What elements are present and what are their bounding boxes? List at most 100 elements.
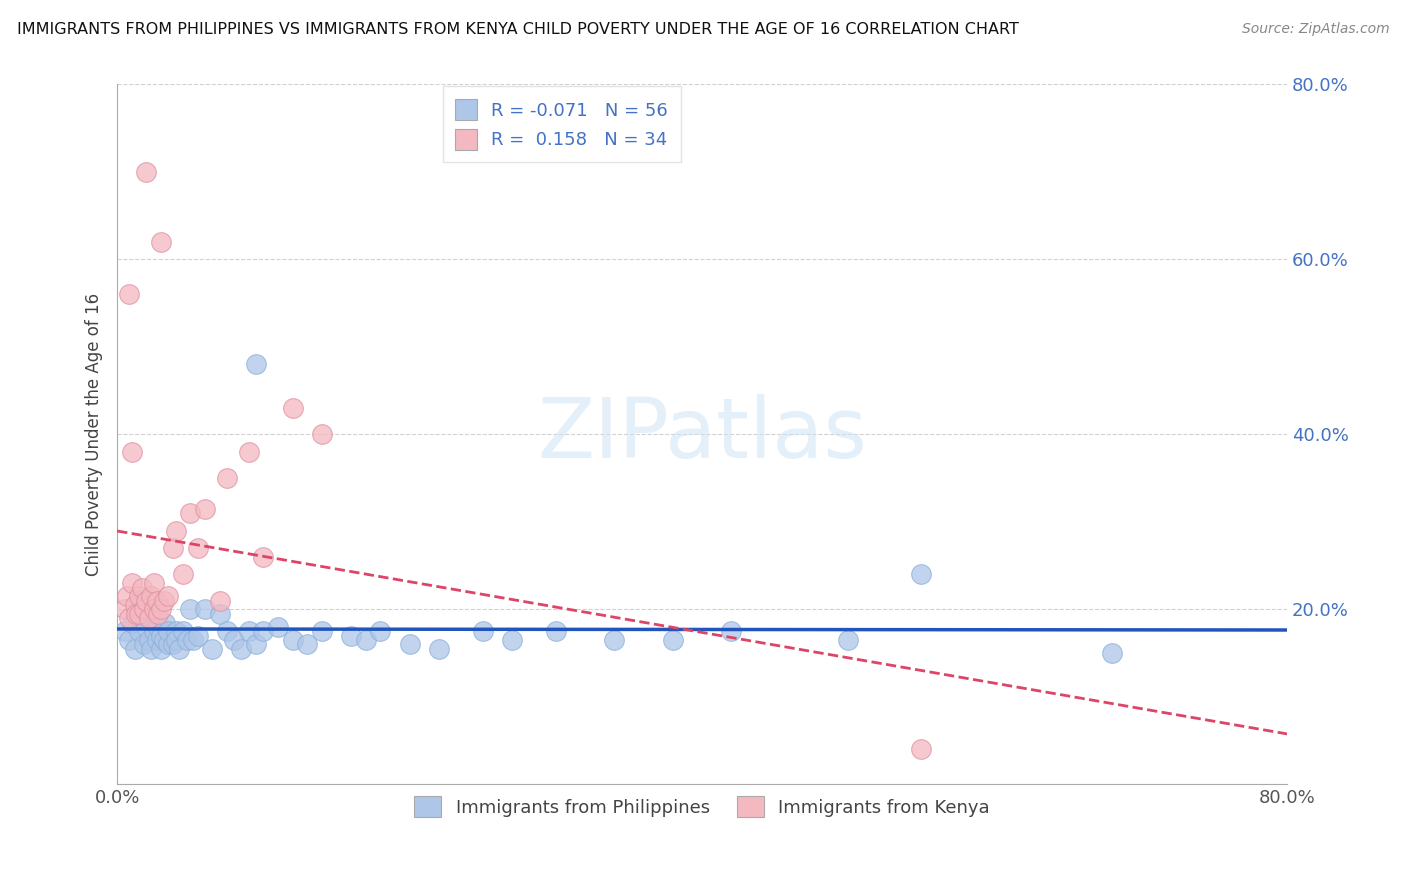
Text: IMMIGRANTS FROM PHILIPPINES VS IMMIGRANTS FROM KENYA CHILD POVERTY UNDER THE AGE: IMMIGRANTS FROM PHILIPPINES VS IMMIGRANT… [17, 22, 1019, 37]
Point [121, 576, 143, 591]
Point [124, 641, 146, 656]
Point [121, 615, 143, 630]
Point [215, 471, 238, 485]
Point [165, 624, 187, 639]
Point [245, 358, 267, 372]
Point [427, 641, 450, 656]
Point [238, 445, 260, 459]
Point [132, 602, 155, 616]
Point [179, 602, 201, 616]
Point [187, 541, 209, 556]
Point [142, 576, 165, 591]
Point [150, 235, 173, 249]
Point [157, 590, 180, 604]
Point [187, 629, 209, 643]
Point [281, 633, 304, 648]
Point [252, 549, 274, 564]
Point [501, 633, 523, 648]
Point [128, 624, 150, 639]
Point [252, 624, 274, 639]
Point [128, 590, 150, 604]
Point [135, 593, 157, 607]
Point [128, 607, 150, 621]
Point [150, 641, 173, 656]
Point [165, 524, 187, 538]
Point [150, 602, 173, 616]
Point [153, 633, 176, 648]
Point [117, 590, 139, 604]
Point [145, 633, 167, 648]
Point [146, 607, 169, 621]
Point [121, 445, 143, 459]
Point [146, 620, 169, 634]
Point [155, 615, 177, 630]
Point [139, 590, 162, 604]
Point [194, 501, 217, 516]
Point [398, 637, 420, 651]
Point [837, 633, 859, 648]
Point [142, 602, 165, 616]
Text: Source: ZipAtlas.com: Source: ZipAtlas.com [1241, 22, 1389, 37]
Point [208, 593, 231, 607]
Point [162, 637, 184, 651]
Point [114, 602, 136, 616]
Point [145, 593, 167, 607]
Point [297, 637, 319, 651]
Point [281, 401, 304, 416]
Point [128, 593, 150, 607]
Point [181, 633, 204, 648]
Point [208, 607, 231, 621]
Point [224, 633, 246, 648]
Point [165, 633, 187, 648]
Point [172, 624, 194, 639]
Point [471, 624, 494, 639]
Point [311, 624, 333, 639]
Point [138, 611, 160, 625]
Point [176, 633, 198, 648]
Point [167, 641, 190, 656]
Point [124, 598, 146, 612]
Point [311, 427, 333, 442]
Point [238, 624, 260, 639]
Point [603, 633, 626, 648]
Point [354, 633, 377, 648]
Point [910, 742, 932, 756]
Point [135, 165, 157, 179]
Point [125, 607, 148, 621]
Point [157, 624, 180, 639]
Point [162, 541, 184, 556]
Legend: Immigrants from Philippines, Immigrants from Kenya: Immigrants from Philippines, Immigrants … [406, 789, 997, 824]
Point [245, 637, 267, 651]
Point [215, 624, 238, 639]
Point [201, 641, 224, 656]
Point [118, 287, 141, 301]
Point [139, 641, 162, 656]
Text: ZIPatlas: ZIPatlas [537, 394, 868, 475]
Point [179, 506, 201, 520]
Point [370, 624, 392, 639]
Point [132, 637, 155, 651]
Point [142, 624, 165, 639]
Point [118, 633, 141, 648]
Point [910, 567, 932, 582]
Point [138, 633, 160, 648]
Point [114, 624, 136, 639]
Y-axis label: Child Poverty Under the Age of 16: Child Poverty Under the Age of 16 [86, 293, 103, 576]
Point [1101, 646, 1123, 660]
Point [172, 567, 194, 582]
Point [135, 620, 157, 634]
Point [720, 624, 742, 639]
Point [118, 611, 141, 625]
Point [340, 629, 363, 643]
Point [231, 641, 253, 656]
Point [150, 629, 173, 643]
Point [142, 602, 165, 616]
Point [157, 637, 180, 651]
Point [662, 633, 685, 648]
Point [153, 593, 176, 607]
Point [267, 620, 290, 634]
Point [131, 581, 153, 595]
Point [135, 607, 157, 621]
Point [194, 602, 217, 616]
Point [544, 624, 567, 639]
